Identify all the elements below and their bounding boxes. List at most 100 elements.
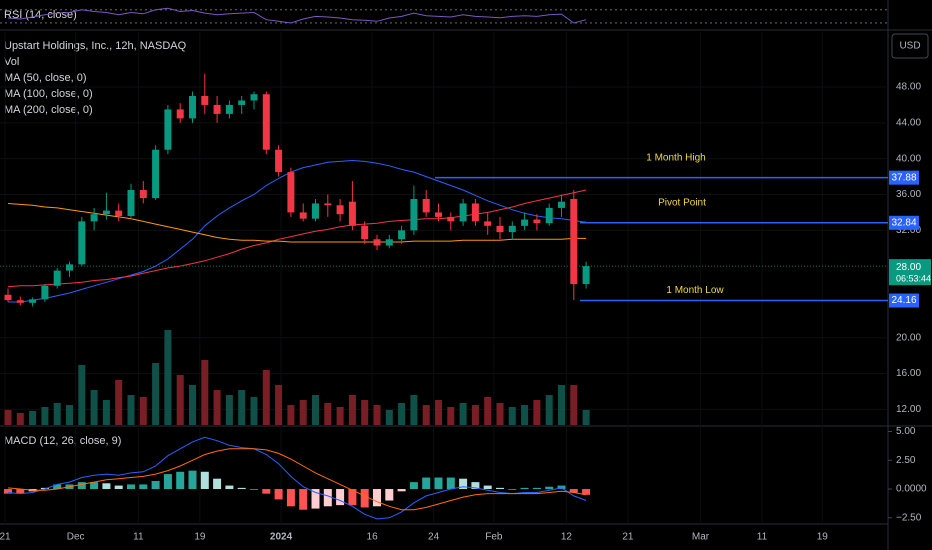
macd-histogram (520, 487, 529, 490)
macd-histogram (200, 471, 209, 490)
y-tick-label: 12.00 (896, 404, 921, 415)
volume-bar (398, 403, 406, 425)
macd-line (7, 436, 587, 520)
volume-bar (238, 390, 246, 425)
candle-body (250, 94, 258, 101)
macd-histogram (422, 477, 431, 490)
macd-histogram (250, 489, 258, 490)
candle-body (189, 95, 196, 119)
volume-bar (213, 390, 221, 425)
candle-body (238, 100, 246, 105)
macd-histogram (237, 487, 246, 490)
last-price: 28.00 (896, 262, 921, 273)
chart-title: Upstart Holdings, Inc., 12h, NASDAQ (4, 40, 187, 52)
macd-histogram (77, 482, 86, 490)
y-tick-label: 40.00 (896, 153, 921, 164)
macd-histogram (483, 485, 492, 490)
volume-bar (385, 410, 393, 425)
candle-body (422, 198, 430, 213)
volume-bar (225, 395, 233, 425)
macd-histogram (139, 484, 148, 490)
ma-legend: MA (100, close, 0) (4, 88, 93, 100)
volume-bar (496, 403, 504, 425)
volume-bar (373, 405, 381, 425)
candle-body (225, 104, 233, 114)
x-tick-label: 21 (0, 532, 11, 543)
volume-bar (78, 365, 86, 425)
macd-histogram (114, 485, 123, 490)
macd-histogram (163, 474, 172, 490)
countdown: 06:53:44 (896, 274, 931, 284)
last-price-box (889, 259, 931, 286)
volume-legend: Vol (4, 56, 19, 68)
y-tick-label: 5.00 (896, 426, 916, 437)
candle-body (336, 205, 344, 215)
candle-body (508, 225, 516, 233)
candle-body (435, 212, 442, 217)
volume-bar (422, 405, 430, 425)
volume-bar (410, 395, 418, 425)
candle-body (348, 201, 356, 226)
macd-histogram (4, 489, 12, 494)
candle-body (447, 216, 455, 222)
currency[interactable]: USD (899, 41, 920, 52)
volume-bar (16, 413, 24, 425)
macd-histogram (569, 489, 578, 493)
x-tick-label: Dec (67, 532, 85, 543)
macd-histogram (311, 489, 320, 509)
y-tick-label: −2.50 (896, 512, 922, 523)
volume-bar (545, 395, 553, 425)
macd-histogram (459, 478, 468, 490)
volume-bar (348, 395, 356, 425)
volume-bar (250, 397, 258, 425)
macd-histogram (373, 489, 381, 507)
volume-bar (287, 405, 295, 425)
volume-bar (484, 397, 492, 425)
volume-bar (29, 411, 37, 425)
macd-histogram (582, 489, 591, 495)
macd-histogram (397, 489, 406, 492)
macd-histogram (274, 489, 283, 500)
candle-body (385, 239, 393, 246)
moving-average (8, 159, 587, 303)
level-price: 37.88 (891, 172, 916, 183)
candle-body (484, 221, 492, 226)
volume-bar (361, 400, 369, 425)
volume-bar (459, 403, 467, 425)
macd-histogram (176, 471, 185, 490)
x-tick-label: 24 (428, 532, 440, 543)
macd-histogram (16, 489, 25, 494)
macd-histogram (496, 487, 504, 490)
macd-histogram (434, 477, 443, 490)
candle-body (533, 219, 541, 224)
volume-bar (533, 400, 541, 425)
level-name: 1 Month Low (666, 285, 724, 296)
x-tick-label: 2024 (270, 532, 293, 543)
candle-body (312, 203, 319, 219)
x-tick-label: 11 (133, 532, 144, 543)
candle-body (201, 95, 209, 105)
macd-histogram (508, 489, 517, 490)
macd-histogram (557, 485, 566, 490)
volume-bar (201, 360, 209, 425)
volume-bar (262, 370, 270, 425)
candle-body (262, 94, 270, 150)
candle-body (115, 210, 123, 216)
candle-body (152, 149, 160, 199)
currency-button[interactable] (891, 33, 929, 59)
volume-bar (435, 400, 442, 425)
volume-bar (53, 403, 61, 425)
macd-histogram (532, 487, 541, 490)
y-tick-label: 16.00 (896, 368, 921, 379)
macd-histogram (299, 489, 308, 510)
volume-bar (102, 400, 110, 425)
candle-body (139, 190, 147, 199)
candle-body (66, 264, 73, 271)
volume-bar (115, 380, 123, 425)
candle-body (78, 221, 86, 265)
volume-bar (521, 405, 529, 425)
candle-body (521, 219, 529, 226)
candle-body (299, 212, 307, 219)
candle-body (102, 210, 110, 215)
candle-body (164, 109, 172, 150)
